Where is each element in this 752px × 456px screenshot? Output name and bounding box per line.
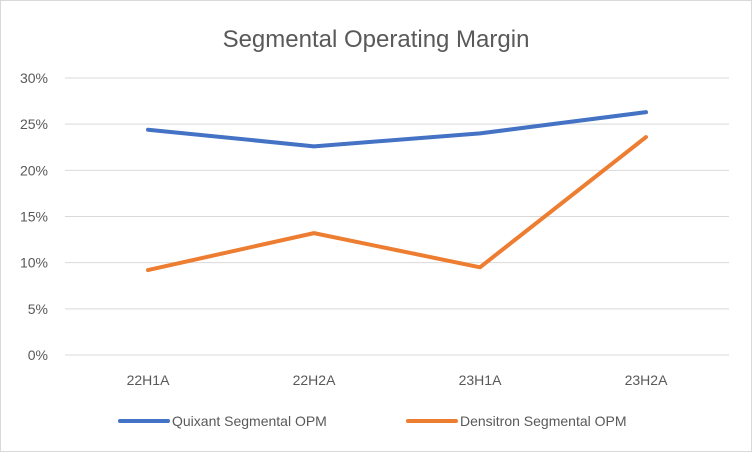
series-lines	[146, 110, 648, 273]
chart-title: Segmental Operating Margin	[223, 26, 530, 53]
gridlines	[65, 77, 729, 356]
x-tick-label: 22H2A	[293, 372, 336, 388]
x-axis-tick-labels: 22H1A 22H2A 23H1A 23H2A	[127, 372, 668, 388]
x-tick-label: 23H1A	[459, 372, 502, 388]
series-line-1	[146, 110, 648, 149]
y-tick-label: 5%	[28, 301, 48, 317]
x-tick-label: 23H2A	[625, 372, 668, 388]
x-tick-label: 22H1A	[127, 372, 170, 388]
y-tick-label: 30%	[20, 70, 48, 86]
legend: Quixant Segmental OPM Densitron Segmental…	[118, 413, 627, 429]
legend-label: Densitron Segmental OPM	[460, 413, 627, 429]
y-tick-label: 0%	[28, 347, 48, 363]
y-tick-label: 15%	[20, 209, 48, 225]
y-tick-label: 25%	[20, 116, 48, 132]
series-line-2	[146, 135, 648, 273]
y-tick-label: 20%	[20, 162, 48, 178]
y-tick-label: 10%	[20, 255, 48, 271]
y-axis-tick-labels: 0% 5% 10% 15% 20% 25% 30%	[20, 70, 48, 363]
legend-label: Quixant Segmental OPM	[172, 413, 327, 429]
